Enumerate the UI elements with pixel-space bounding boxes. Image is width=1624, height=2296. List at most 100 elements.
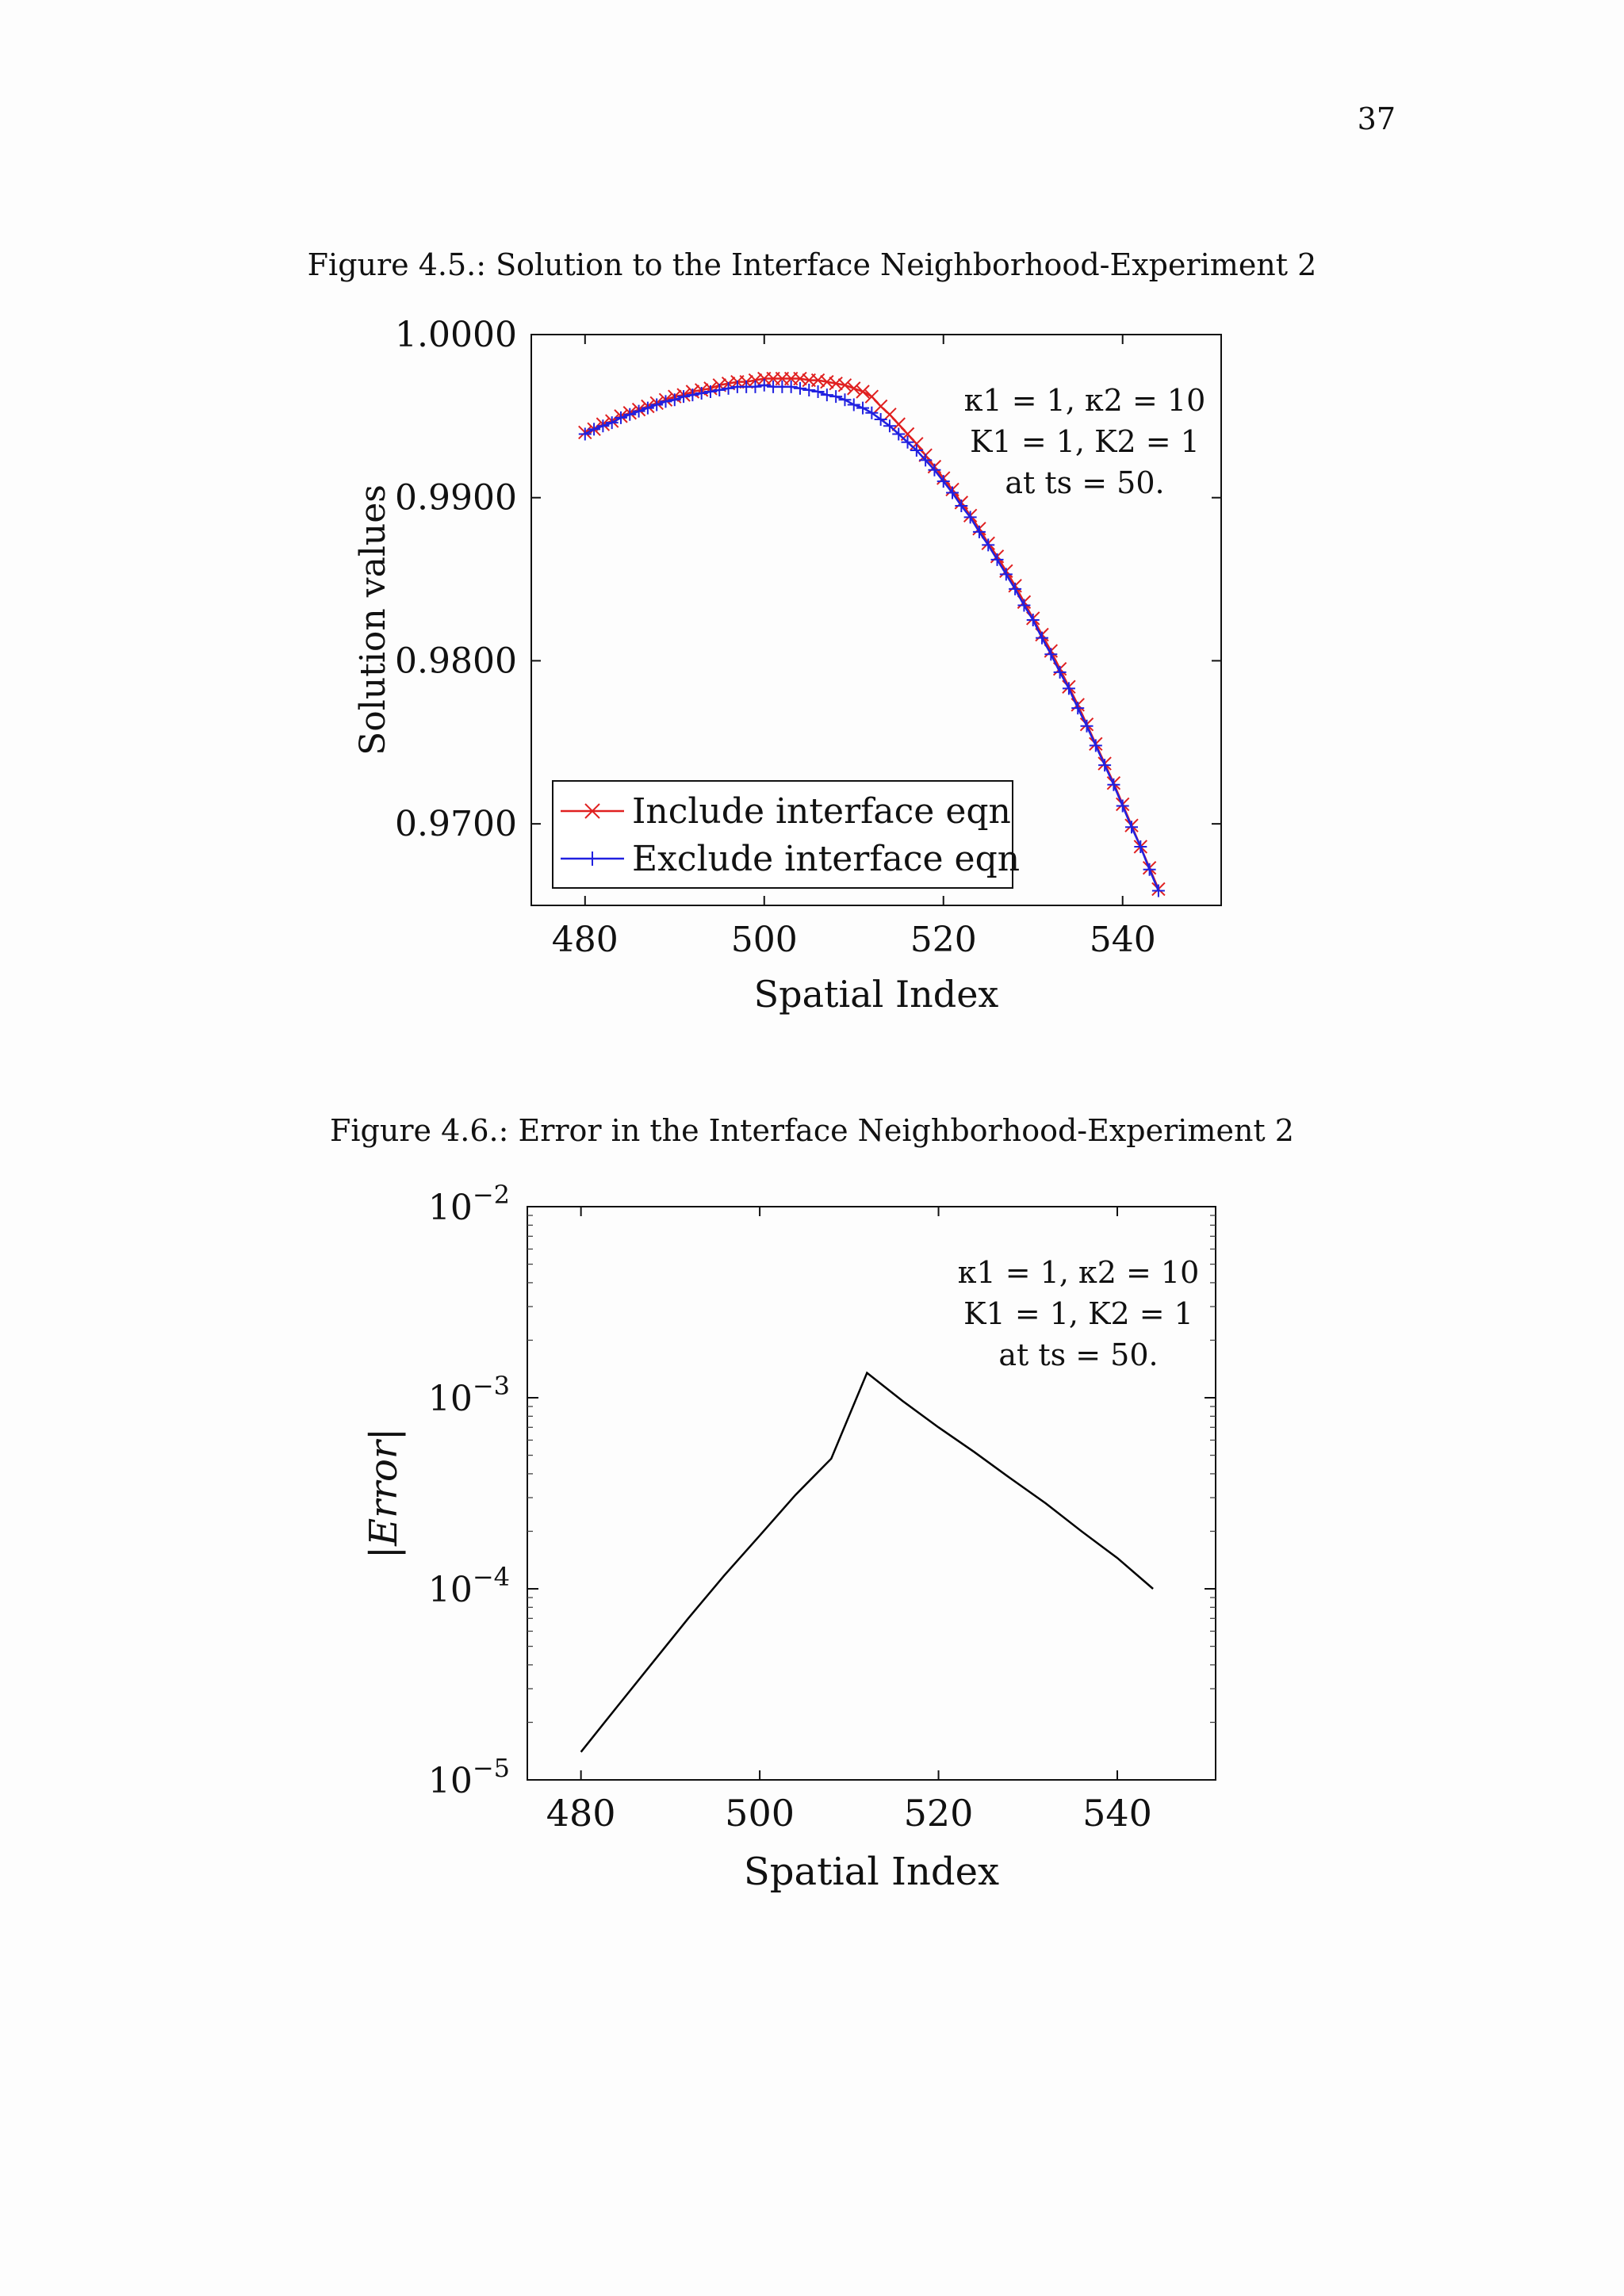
data-point-marker <box>1143 863 1156 876</box>
data-point-marker <box>1107 778 1120 791</box>
legend-label: Exclude interface eqn <box>632 839 1020 879</box>
error-series-line <box>580 1371 1154 1753</box>
data-point-marker <box>668 393 681 407</box>
data-point-marker <box>1036 631 1049 645</box>
data-point-marker <box>1009 582 1022 595</box>
data-point-marker <box>901 435 914 449</box>
data-point-marker <box>810 373 825 388</box>
data-point-marker <box>847 381 861 396</box>
data-point-marker <box>829 377 843 391</box>
legend-marker <box>585 851 599 866</box>
data-point-marker <box>963 511 977 524</box>
y-tick-base: 10 <box>428 1570 473 1610</box>
data-point-marker <box>722 381 735 395</box>
data-point-marker <box>811 385 825 398</box>
data-point-marker <box>1053 665 1067 679</box>
data-point-marker <box>910 444 923 457</box>
data-point-marker <box>784 380 798 393</box>
y-tick-label: 1.0000 <box>395 315 517 355</box>
y-tick-exponent: −2 <box>473 1180 510 1210</box>
data-point-marker <box>596 419 610 433</box>
data-point-marker <box>757 378 771 392</box>
legend-marker <box>584 803 600 819</box>
data-point-marker <box>1044 648 1058 661</box>
parameter-annotation: at ts = 50. <box>998 1337 1158 1372</box>
legend-label: Include interface eqn <box>632 791 1011 832</box>
figure-4-5-caption: Figure 4.5.: Solution to the Interface N… <box>307 247 1317 282</box>
page-number: 37 <box>1357 101 1396 136</box>
data-point-marker <box>820 388 833 402</box>
data-point-marker <box>856 401 870 415</box>
data-point-marker <box>928 463 941 476</box>
data-point-marker <box>1151 884 1165 897</box>
data-point-marker <box>713 383 726 396</box>
y-tick-exponent: −3 <box>473 1371 510 1401</box>
y-axis-label: Solution values <box>353 484 393 756</box>
parameter-annotation: K1 = 1, K2 = 1 <box>963 1296 1193 1331</box>
y-tick-label: 0.9700 <box>395 804 517 844</box>
data-point-marker <box>749 380 762 393</box>
x-tick-label: 520 <box>904 1792 974 1835</box>
data-point-marker <box>936 475 950 488</box>
data-point-marker <box>1125 821 1139 834</box>
y-tick-label: 0.9900 <box>395 478 517 519</box>
x-tick-label: 500 <box>725 1792 795 1835</box>
data-point-marker <box>632 404 645 418</box>
data-point-marker <box>695 387 708 400</box>
data-point-marker <box>659 395 672 408</box>
parameter-annotation: κ1 = 1, κ2 = 10 <box>958 1255 1200 1290</box>
y-tick-label: 10−2 <box>428 1180 510 1228</box>
x-tick-label: 480 <box>546 1792 616 1835</box>
data-point-marker <box>650 398 664 411</box>
data-point-marker <box>837 378 852 392</box>
figure-4-6-caption: Figure 4.6.: Error in the Interface Neig… <box>330 1113 1294 1148</box>
data-point-marker <box>820 374 834 389</box>
data-point-marker <box>793 371 807 386</box>
data-point-marker <box>955 499 968 512</box>
data-point-marker <box>605 416 619 430</box>
x-tick-label: 520 <box>910 920 977 960</box>
x-tick-label: 500 <box>731 920 798 960</box>
parameter-annotation: at ts = 50. <box>1005 465 1164 500</box>
plot-frame <box>527 1206 1216 1781</box>
y-tick-exponent: −5 <box>473 1753 510 1783</box>
data-point-marker <box>972 525 986 538</box>
parameter-annotation: K1 = 1, K2 = 1 <box>970 424 1200 459</box>
y-tick-base: 10 <box>428 1761 473 1801</box>
data-point-marker <box>1116 799 1129 813</box>
data-point-marker <box>588 423 601 436</box>
data-point-marker <box>856 385 870 399</box>
parameter-annotation: κ1 = 1, κ2 = 10 <box>964 383 1206 418</box>
data-point-marker <box>919 453 933 467</box>
x-axis-label: Spatial Index <box>744 1850 999 1894</box>
data-point-marker <box>990 553 1004 566</box>
data-point-marker <box>1062 682 1075 695</box>
data-point-marker <box>910 437 924 451</box>
plot-frame <box>530 334 1222 906</box>
data-point-marker <box>829 390 843 404</box>
data-point-marker <box>614 411 627 424</box>
data-point-marker <box>999 568 1013 581</box>
y-tick-label: 10−3 <box>428 1371 510 1419</box>
data-point-marker <box>578 427 592 441</box>
data-point-marker <box>703 385 717 398</box>
y-tick-exponent: −4 <box>473 1562 510 1592</box>
data-point-marker <box>1089 739 1102 752</box>
x-tick-label: 540 <box>1082 1792 1152 1835</box>
x-tick-label: 540 <box>1090 920 1156 960</box>
data-point-marker <box>892 427 906 441</box>
data-point-marker <box>1134 840 1147 853</box>
y-tick-label: 10−5 <box>428 1753 510 1801</box>
data-point-marker <box>874 412 887 426</box>
data-point-marker <box>1080 719 1094 733</box>
data-point-marker <box>686 388 699 402</box>
y-tick-label: 10−4 <box>428 1562 510 1610</box>
data-point-marker <box>641 401 654 415</box>
y-tick-base: 10 <box>428 1379 473 1419</box>
y-tick-label: 0.9800 <box>395 641 517 681</box>
data-point-marker <box>802 383 816 396</box>
data-point-marker <box>1071 702 1085 715</box>
data-point-marker <box>847 398 860 411</box>
data-point-marker <box>838 393 852 407</box>
